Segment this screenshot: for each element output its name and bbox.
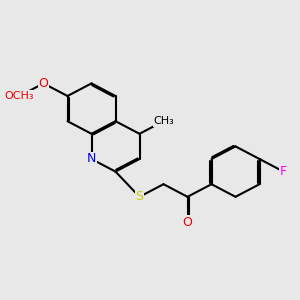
- Text: O: O: [183, 215, 192, 229]
- Text: CH₃: CH₃: [153, 116, 174, 126]
- Text: S: S: [136, 190, 143, 203]
- Text: OCH₃: OCH₃: [5, 91, 34, 101]
- Text: F: F: [280, 165, 287, 178]
- Text: N: N: [87, 152, 96, 166]
- Text: O: O: [39, 77, 48, 90]
